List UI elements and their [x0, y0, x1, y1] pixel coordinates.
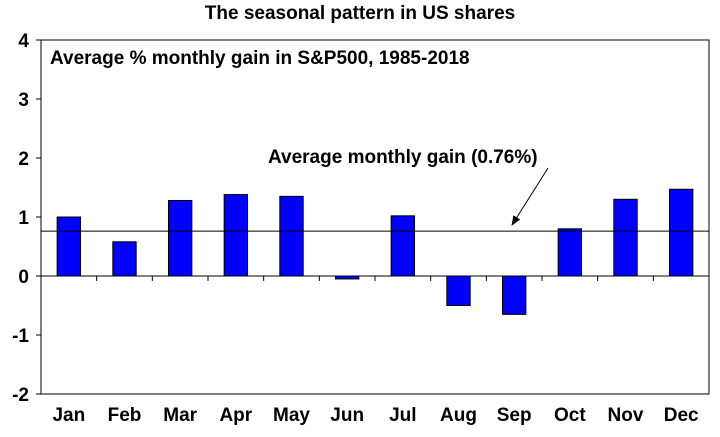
average-line-arrow: [511, 167, 549, 226]
chart-title: The seasonal pattern in US shares: [204, 3, 516, 24]
bar-may: [279, 195, 304, 277]
bar-jul: [390, 215, 416, 277]
y-tick-label: 2: [18, 149, 29, 170]
bar-jun: [334, 275, 360, 280]
x-tick-label: Jul: [389, 405, 416, 426]
y-tick-label: -2: [12, 385, 29, 406]
average-line-label: Average monthly gain (0.76%): [268, 147, 538, 168]
bar-apr: [223, 194, 249, 277]
bar-jan: [56, 216, 82, 277]
bar-nov: [613, 198, 638, 277]
x-tick-label: May: [273, 405, 310, 426]
y-tick-label: 0: [18, 267, 29, 288]
bar-series: [56, 188, 694, 315]
bar-aug: [446, 275, 471, 306]
y-axis: -2 -1 0 1 2 3 4: [12, 31, 709, 406]
bar-mar: [167, 199, 193, 277]
y-tick-label: 1: [18, 208, 29, 229]
plot-area: [40, 39, 710, 395]
x-tick-label: Jan: [52, 405, 85, 426]
x-tick-label: Mar: [163, 405, 197, 426]
y-tick-label: -1: [12, 326, 29, 347]
x-axis: Jan Feb Mar Apr May Jun Jul Aug Sep Oct Nov Dec: [40, 276, 710, 426]
x-tick-label: Oct: [554, 405, 586, 426]
bar-feb: [112, 241, 137, 277]
bar-dec: [668, 188, 694, 277]
bar-sep: [501, 275, 527, 315]
x-tick-label: Sep: [497, 405, 532, 426]
x-tick-label: Dec: [664, 405, 699, 426]
x-tick-label: Feb: [108, 405, 142, 426]
x-tick-label: Apr: [219, 405, 252, 426]
bar-oct: [557, 228, 583, 277]
x-tick-label: Jun: [330, 405, 364, 426]
y-tick-label: 3: [18, 90, 29, 111]
y-tick-label: 4: [18, 31, 29, 52]
x-tick-label: Nov: [608, 405, 644, 426]
x-tick-label: Aug: [440, 405, 477, 426]
chart-subtitle: Average % monthly gain in S&P500, 1985-2…: [50, 48, 470, 69]
